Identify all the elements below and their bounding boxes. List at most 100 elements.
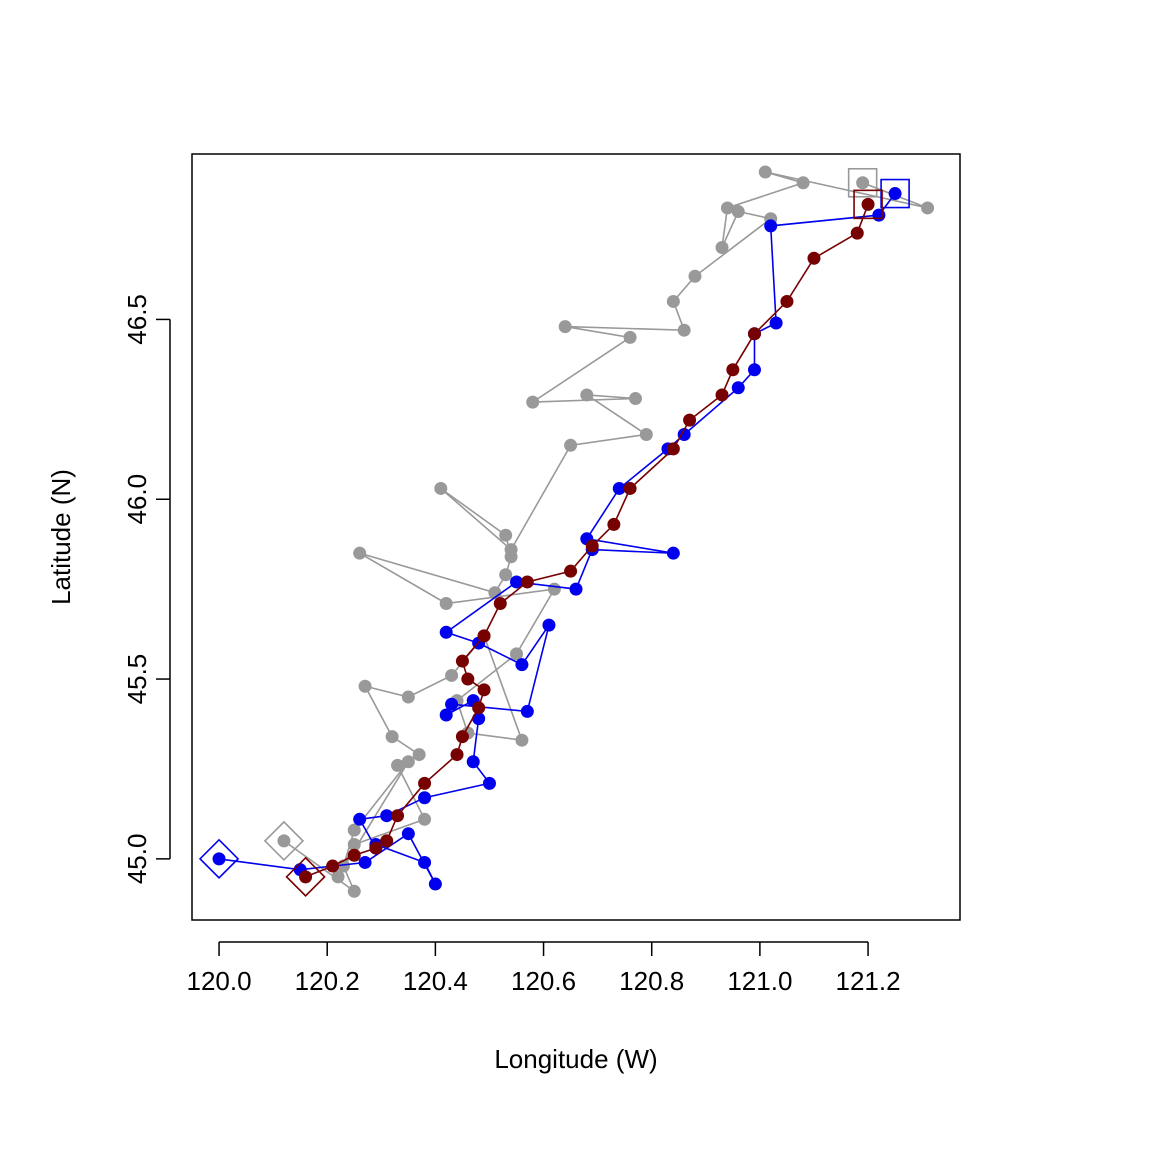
data-point [385,730,399,744]
end-marker [880,178,910,209]
data-point [861,197,875,211]
x-axis-label: Longitude (W) [494,1044,657,1074]
data-point [872,208,886,222]
data-point [715,388,729,402]
data-point [277,834,291,848]
y-axis-label: Latitude (N) [46,469,76,605]
data-point [347,823,361,837]
data-point [510,575,524,589]
data-point [455,730,469,744]
series-0 [263,165,935,898]
data-point [358,679,372,693]
data-point [683,413,697,427]
data-point [358,855,372,869]
data-point [921,201,935,215]
data-point [520,575,534,589]
series-2 [285,189,883,897]
data-point [769,316,783,330]
data-point [331,870,345,884]
data-point [780,294,794,308]
start-marker [263,820,305,862]
data-point [461,672,475,686]
data-point [639,428,653,442]
y-tick-label: 46.5 [122,294,152,345]
series-line [283,171,928,894]
data-point [558,320,572,334]
data-point [856,176,870,190]
data-point [391,758,405,772]
data-point [499,528,513,542]
data-point [418,812,432,826]
data-point [299,870,313,884]
data-point [747,363,761,377]
data-point [666,546,680,560]
x-tick-label: 121.2 [836,966,901,996]
data-point [477,683,491,697]
data-point [726,363,740,377]
y-tick-label: 45.0 [122,834,152,885]
end-marker [847,167,878,198]
data-point [731,381,745,395]
data-point [542,618,556,632]
x-tick-label: 121.0 [727,966,792,996]
data-point [439,625,453,639]
data-point [580,388,594,402]
data-point [547,582,561,596]
data-point [391,809,405,823]
start-marker [285,856,326,897]
data-point [515,733,529,747]
data-point [418,791,432,805]
data-point [623,330,637,344]
data-point [764,219,778,233]
data-point [731,205,745,219]
data-point [715,241,729,255]
data-point [418,855,432,869]
x-tick-label: 120.4 [403,966,468,996]
data-point [585,539,599,553]
data-point [380,834,394,848]
data-point [677,323,691,337]
x-tick-label: 120.2 [295,966,360,996]
data-point [401,690,415,704]
data-point [666,442,680,456]
data-point [445,697,459,711]
data-point [450,748,464,762]
y-axis: 45.0 45.5 46.0 46.5 [122,294,171,885]
data-point [499,568,513,582]
data-point [607,517,621,531]
data-point [401,827,415,841]
data-point [347,837,361,851]
data-point [515,658,529,672]
plot-frame [191,153,961,921]
data-point [510,647,524,661]
x-axis: 120.0 120.2 120.4 120.6 120.8 121.0 121.2 [187,941,901,996]
data-point [445,668,459,682]
data-point [472,712,486,726]
data-point [747,327,761,341]
data-point [428,877,442,891]
data-point [380,809,394,823]
data-point [439,597,453,611]
y-tick-label: 46.0 [122,474,152,525]
data-point [677,428,691,442]
data-point [439,708,453,722]
data-point [612,481,626,495]
data-point [418,776,432,790]
data-point [353,546,367,560]
data-point [720,201,734,215]
data-point [688,269,702,283]
data-point [347,848,361,862]
data-point [628,392,642,406]
data-point [796,176,810,190]
data-point [434,481,448,495]
data-point [455,654,469,668]
x-tick-label: 120.0 [187,966,252,996]
data-point [807,251,821,265]
data-point [353,812,367,826]
data-point [369,841,383,855]
data-point [850,226,864,240]
start-marker [198,838,240,879]
x-tick-label: 120.8 [619,966,684,996]
